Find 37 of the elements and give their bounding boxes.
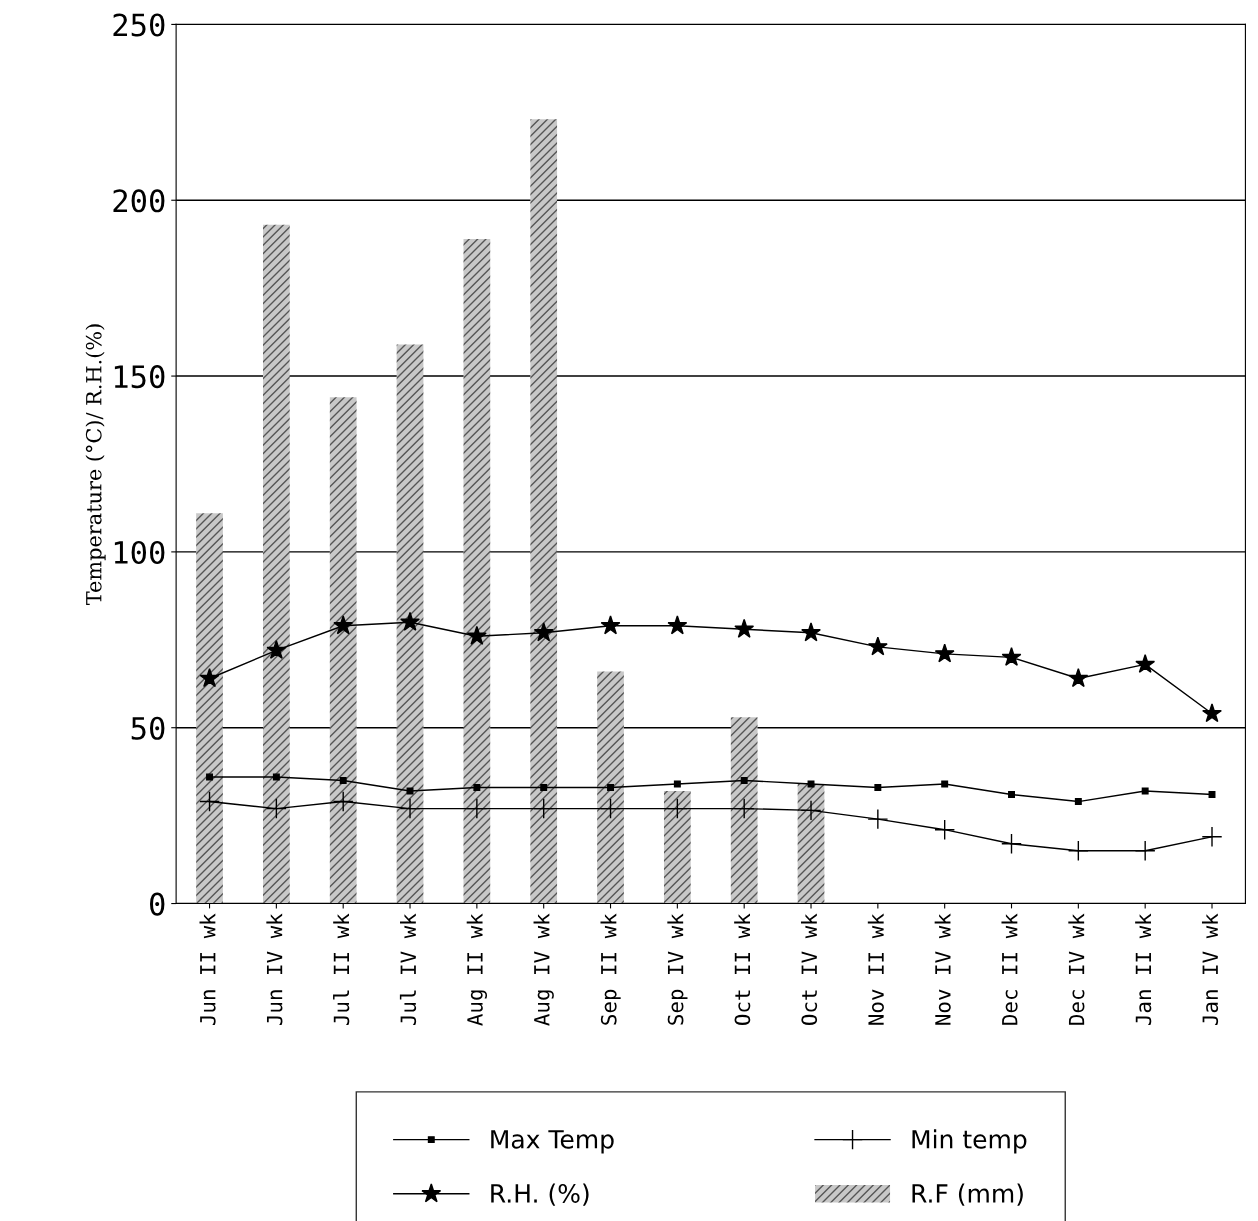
y-tick-label: 250 xyxy=(113,13,165,37)
y-tick-label: 0 xyxy=(149,892,165,916)
bar xyxy=(663,791,691,904)
y-tick-label: 200 xyxy=(113,189,165,213)
legend-label: Max Temp xyxy=(491,1130,614,1154)
x-tick-label: Jul II wk xyxy=(333,913,350,1026)
x-tick-label: Jun IV wk xyxy=(266,913,283,1026)
x-tick-label: Oct IV wk xyxy=(800,913,818,1025)
bar xyxy=(530,119,558,904)
bar xyxy=(196,513,223,904)
legend-label: R.F (mm) xyxy=(912,1183,1023,1206)
x-tick-label: Jul IV wk xyxy=(399,913,417,1026)
x-tick-label: Sep IV wk xyxy=(667,913,688,1025)
legend-label: Min temp xyxy=(912,1129,1027,1154)
y-tick-label: 150 xyxy=(114,365,165,389)
bar xyxy=(797,783,825,904)
x-tick-label: Dec IV wk xyxy=(1068,913,1085,1025)
y-tick-label: 50 xyxy=(131,716,165,740)
bar xyxy=(329,397,357,904)
x-tick-label: Jan II wk xyxy=(1135,913,1152,1026)
bar xyxy=(597,671,624,904)
y-tick-label: 100 xyxy=(114,540,165,565)
bar xyxy=(396,344,424,904)
x-tick-label: Nov II wk xyxy=(867,913,884,1025)
x-tick-label: Oct II wk xyxy=(734,913,751,1025)
x-tick-label: Sep II wk xyxy=(600,913,621,1025)
x-tick-label: Dec II wk xyxy=(1001,913,1018,1025)
x-tick-label: Aug IV wk xyxy=(533,913,554,1026)
legend-label: R.H. (%) xyxy=(491,1183,589,1206)
x-tick-label: Jan IV wk xyxy=(1201,913,1219,1026)
bar xyxy=(730,717,758,904)
x-tick-label: Nov IV wk xyxy=(934,913,951,1025)
x-tick-label: Jun II wk xyxy=(199,913,216,1026)
y-axis-title: Temperature (°C)/ R.H.(%) xyxy=(85,324,106,606)
bar xyxy=(263,224,290,904)
bar xyxy=(463,238,491,904)
x-tick-label: Aug II wk xyxy=(466,913,488,1026)
